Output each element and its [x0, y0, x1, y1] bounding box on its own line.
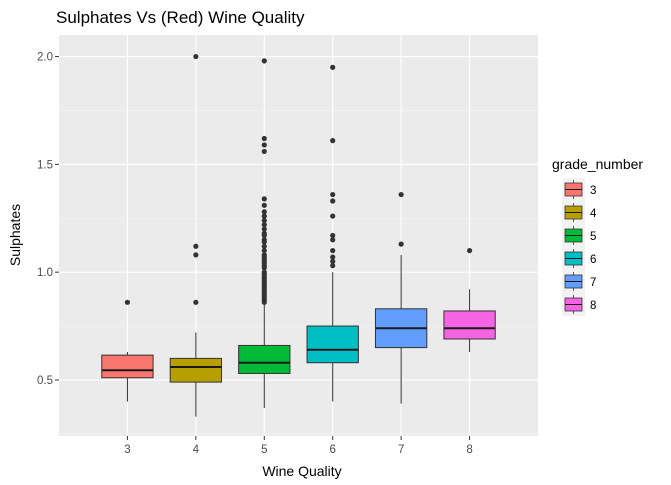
outlier-point [330, 237, 336, 243]
box-iqr [443, 310, 496, 340]
x-tick-label: 7 [398, 444, 404, 456]
outlier-point [330, 64, 336, 70]
outlier-point [330, 247, 336, 254]
outlier-point [261, 135, 267, 142]
outlier-point [330, 191, 336, 198]
outlier-point [261, 222, 267, 228]
outlier-point [261, 247, 267, 254]
outlier-point [261, 252, 267, 258]
plot-area [59, 35, 538, 436]
x-tick-label: 5 [261, 444, 267, 456]
y-tick-label: 0.5 [37, 375, 53, 387]
legend-label: 5 [590, 231, 596, 243]
outlier-point [261, 202, 267, 208]
x-axis-title: Wine Quality [262, 463, 341, 479]
outlier-point [261, 213, 267, 219]
y-axis: 0.5 1.0 1.5 2.0 [37, 52, 59, 387]
outlier-point [261, 269, 267, 275]
outlier-point [261, 243, 267, 249]
legend-label: 8 [590, 300, 596, 312]
x-axis: 3 4 5 6 7 8 [124, 436, 473, 456]
legend-item-3: 3 [562, 178, 596, 201]
x-tick-label: 8 [466, 444, 472, 456]
outlier-point [193, 243, 199, 249]
box-3 [101, 299, 154, 402]
box-iqr [238, 344, 291, 374]
outlier-point [193, 53, 199, 60]
outlier-point [193, 252, 199, 258]
y-tick-label: 2.0 [37, 52, 53, 64]
outlier-point [330, 138, 336, 144]
legend-item-7: 7 [562, 270, 596, 293]
x-tick-label: 4 [193, 444, 200, 456]
outlier-point [398, 241, 404, 247]
box-4 [169, 53, 223, 417]
y-tick-label: 1.5 [37, 159, 53, 171]
box-6 [306, 64, 359, 402]
outlier-point [330, 198, 336, 204]
legend-label: 7 [590, 277, 596, 289]
box-iqr [169, 357, 223, 383]
outlier-point [330, 232, 336, 239]
outlier-point [330, 254, 336, 260]
box-8 [443, 247, 496, 352]
box-7 [374, 191, 428, 404]
outlier-point [261, 196, 267, 202]
outlier-point [261, 217, 267, 224]
outlier-point [330, 263, 336, 269]
legend-label: 3 [590, 185, 596, 197]
outlier-point [261, 209, 267, 215]
outlier-point [398, 191, 404, 198]
box-series [101, 53, 496, 417]
outlier-point [261, 142, 267, 148]
legend-title: grade_number [552, 156, 643, 172]
legend-item-6: 6 [562, 247, 596, 270]
outlier-point [193, 299, 199, 305]
y-tick-label: 1.0 [37, 267, 53, 279]
box-iqr [306, 325, 359, 364]
outlier-point [261, 148, 267, 155]
outlier-point [261, 230, 267, 236]
outlier-point [330, 258, 336, 264]
y-axis-title: Sulphates [7, 204, 23, 266]
x-tick-label: 6 [330, 444, 336, 456]
legend-item-8: 8 [562, 293, 596, 316]
box-iqr [101, 354, 154, 379]
legend-item-5: 5 [562, 224, 596, 247]
legend-label: 4 [590, 208, 597, 220]
legend: grade_number 3 4 5 6 7 8 [552, 156, 643, 316]
legend-items: 3 4 5 6 7 8 [562, 178, 597, 316]
outlier-point [261, 237, 267, 243]
outlier-point [466, 247, 473, 254]
chart-title: Sulphates Vs (Red) Wine Quality [56, 8, 305, 27]
outlier-point [124, 299, 131, 305]
outlier-point [261, 226, 267, 232]
legend-label: 6 [590, 254, 596, 266]
x-tick-label: 3 [124, 444, 130, 456]
box-5 [238, 58, 291, 408]
legend-item-4: 4 [562, 201, 597, 224]
outlier-point [330, 213, 336, 219]
outlier-point [261, 58, 267, 64]
